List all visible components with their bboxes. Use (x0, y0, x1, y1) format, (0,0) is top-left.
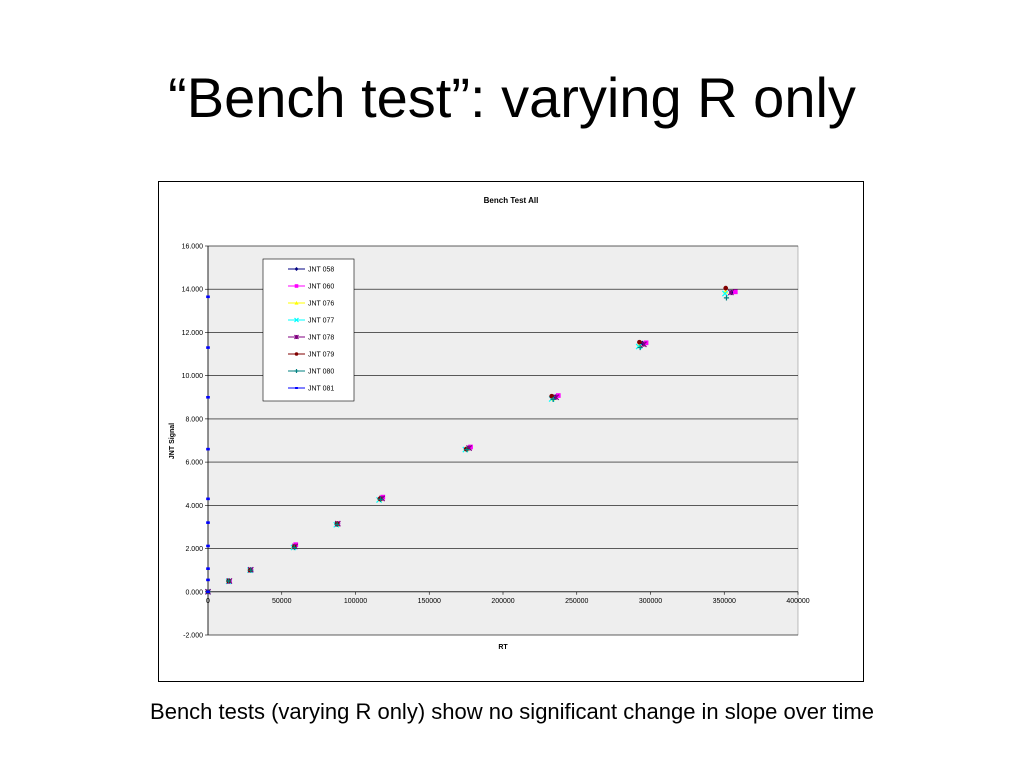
legend-marker (294, 267, 299, 271)
x-axis-title: RT (498, 644, 508, 651)
legend-label: JNT 077 (308, 318, 334, 325)
data-point-jnt-080 (637, 344, 643, 351)
legend-marker (294, 301, 299, 305)
data-point-jnt-080 (334, 521, 340, 527)
x-tick-label: 350000 (713, 598, 736, 605)
data-point-jnt-080 (464, 446, 470, 453)
legend-label: JNT 080 (308, 369, 334, 376)
legend-marker (295, 387, 298, 389)
data-point-jnt-080 (248, 567, 254, 573)
chart-title: Bench Test All (484, 196, 539, 205)
x-tick-label: 50000 (272, 598, 292, 605)
x-tick-label: 100000 (344, 598, 367, 605)
y-tick-label: 14.000 (182, 287, 204, 294)
data-point-jnt-081 (206, 521, 210, 524)
data-point-jnt-081 (206, 544, 210, 548)
chart-frame: Bench Test All -2.000 0.000 2.000 4.000 6.00… (158, 181, 864, 682)
legend-marker (294, 334, 299, 340)
data-point-jnt-079 (723, 285, 729, 291)
data-point-jnt-081 (206, 497, 210, 501)
bench-test-chart: Bench Test All -2.000 0.000 2.000 4.000 6.00… (169, 196, 810, 651)
data-point-jnt-080 (291, 544, 297, 551)
legend-box (262, 258, 355, 402)
y-tick-label: 16.000 (182, 244, 204, 251)
data-point-jnt-081 (206, 295, 210, 299)
x-tick-label: 300000 (639, 598, 662, 605)
legend-marker (294, 284, 299, 288)
data-point-jnt-081 (206, 567, 210, 570)
legend-marker (294, 369, 299, 373)
legend-label: JNT 081 (308, 386, 334, 393)
y-tick-label: -2.000 (183, 633, 203, 640)
x-tick-label: 400000 (786, 598, 809, 605)
data-point-jnt-080 (377, 496, 384, 502)
data-point-jnt-078 (640, 341, 647, 348)
data-point-jnt-081 (206, 447, 210, 451)
y-tick-label: 2.000 (185, 546, 203, 553)
data-point-jnt-081 (206, 590, 210, 594)
data-point-jnt-080 (226, 578, 232, 584)
legend-label: JNT 079 (308, 352, 334, 359)
legend-marker (294, 352, 299, 356)
data-point-jnt-060 (732, 289, 738, 295)
y-tick-label: 0.000 (185, 589, 203, 596)
legend-label: JNT 058 (308, 267, 334, 274)
y-tick-label: 6.000 (185, 460, 203, 467)
legend-marker (294, 317, 299, 323)
slide-caption: Bench tests (varying R only) show no sig… (150, 699, 874, 724)
plot-area: -2.000 0.000 2.000 4.000 6.000 8.000 10.000 12.… (182, 244, 810, 640)
data-point-jnt-081 (206, 346, 210, 349)
y-tick-label: 12.000 (182, 330, 204, 337)
x-tick-label: 0 (206, 598, 210, 605)
y-axis-title: JNT Signal (169, 423, 176, 459)
legend-label: JNT 078 (308, 335, 334, 342)
data-point-jnt-081 (206, 578, 210, 582)
y-tick-label: 8.000 (185, 416, 203, 423)
data-point-jnt-080 (550, 396, 556, 403)
x-tick-label: 150000 (418, 598, 441, 605)
legend-label: JNT 060 (308, 284, 334, 291)
y-tick-label: 4.000 (185, 503, 203, 510)
data-point-jnt-080 (723, 295, 730, 301)
data-point-jnt-079 (637, 339, 642, 345)
slide-title: “Bench test”: varying R only (168, 66, 856, 129)
legend-label: JNT 076 (308, 301, 334, 308)
data-point-jnt-078 (727, 289, 734, 296)
y-tick-label: 10.000 (182, 373, 204, 380)
x-tick-label: 250000 (565, 598, 588, 605)
x-tick-label: 200000 (491, 598, 514, 605)
data-point-jnt-081 (206, 395, 210, 399)
